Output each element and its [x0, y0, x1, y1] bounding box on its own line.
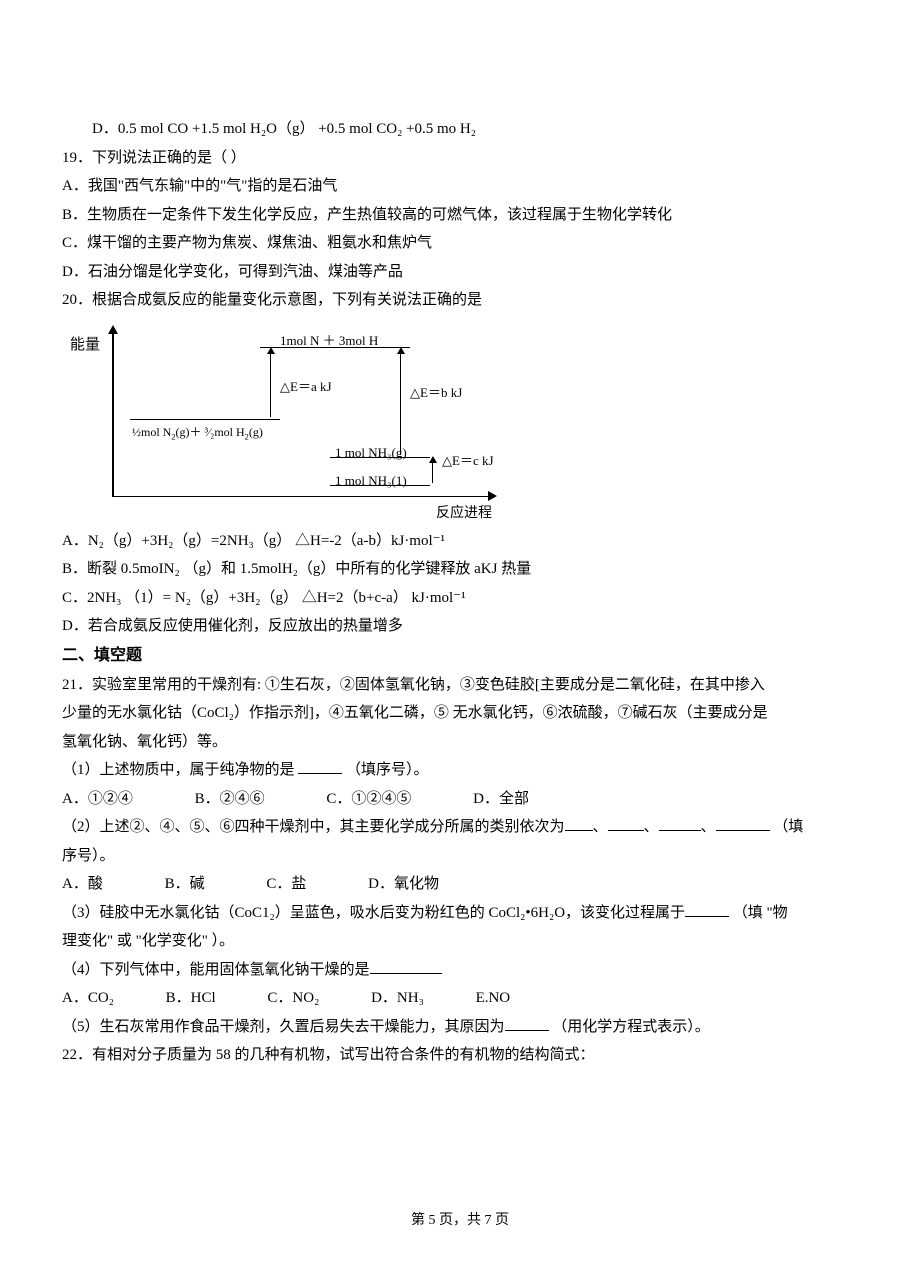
q21-p2-text: （2）上述②、④、⑤、⑥四种干燥剂中，其主要化学成分所属的类别依次为	[62, 819, 565, 835]
q21-p4-opt-c: C．NO₂	[267, 984, 319, 1013]
q21-p5-blank[interactable]	[505, 1016, 549, 1031]
q21-p5-tail: （用化学方程式表示）。	[552, 1019, 710, 1035]
q21-p4-opt-a: A．CO₂	[62, 984, 114, 1013]
q19-option-b: B．生物质在一定条件下发生化学反应，产生热值较高的可燃气体，该过程属于生物化学转…	[62, 201, 858, 230]
arrow-b	[400, 349, 401, 455]
q18-option-d: D．0.5 mol CO +1.5 mol H₂O（g） +0.5 mol CO…	[62, 115, 858, 144]
arrow-c-head-icon	[429, 456, 437, 463]
q21-p3-text: （3）硅胶中无水氯化钴（CoC1₂）呈蓝色，吸水后变为粉红色的 CoCl₂•6H…	[62, 905, 685, 921]
arrow-a	[270, 349, 271, 417]
q21-p4-opt-b: B．HCl	[166, 984, 216, 1013]
x-axis-arrow-icon	[488, 491, 497, 501]
q21-p2-tail: （填	[773, 819, 803, 835]
energy-diagram: 能量 1mol N ＋ 3mol H ½mol N2(g)＋ ³⁄₂mol H2…	[62, 321, 858, 521]
q19-option-d: D．石油分馏是化学变化，可得到汽油、煤油等产品	[62, 258, 858, 287]
q21-p2-blank4[interactable]	[716, 816, 770, 831]
q19-option-c: C．煤干馏的主要产物为焦炭、煤焦油、粗氨水和焦炉气	[62, 229, 858, 258]
q21-p1-opt-a: A．①②④	[62, 785, 133, 814]
q21-p1-options: A．①②④ B．②④⑥ C．①②④⑤ D．全部	[62, 785, 858, 814]
q21-p5: （5）生石灰常用作食品干燥剂，久置后易失去干燥能力，其原因为 （用化学方程式表示…	[62, 1013, 858, 1042]
q21-p4-options: A．CO₂ B．HCl C．NO₂ D．NH₃ E.NO	[62, 984, 858, 1013]
q21-p1-opt-c: C．①②④⑤	[326, 785, 411, 814]
q21-p2-opt-b: B．碱	[165, 870, 205, 899]
q21-p2-line1: （2）上述②、④、⑤、⑥四种干燥剂中，其主要化学成分所属的类别依次为、、、 （填	[62, 813, 858, 842]
q21-p1-text: （1）上述物质中，属于纯净物的是	[62, 762, 298, 778]
q21-p1: （1）上述物质中，属于纯净物的是 （填序号）。	[62, 756, 858, 785]
q22-stem: 22．有相对分子质量为 58 的几种有机物，试写出符合条件的有机物的结构简式：	[62, 1041, 858, 1070]
arrow-a-head-icon	[267, 347, 275, 354]
q21-p1-blank[interactable]	[298, 759, 342, 774]
x-axis	[112, 496, 492, 498]
q21-p3-tail: （填 "物	[733, 905, 788, 921]
level-mid-label: ½mol N2(g)＋ ³⁄₂mol H2(g)	[132, 421, 263, 445]
q20-option-b: B．断裂 0.5moIN₂ （g）和 1.5molH₂（g）中所有的化学键释放 …	[62, 555, 858, 584]
q21-p2-opt-d: D．氧化物	[368, 870, 439, 899]
q21-p5-text: （5）生石灰常用作食品干燥剂，久置后易失去干燥能力，其原因为	[62, 1019, 505, 1035]
q21-p1-tail: （填序号）。	[342, 762, 428, 778]
section-2-heading: 二、填空题	[62, 641, 858, 671]
level-top-label: 1mol N ＋ 3mol H	[280, 329, 378, 354]
level-nh3l-label: 1 mol NH₃(1)	[335, 469, 407, 494]
delta-e-b: △E＝b kJ	[410, 381, 462, 406]
page-footer: 第 5 页，共 7 页	[0, 1208, 920, 1235]
q21-p1-opt-b: B．②④⑥	[195, 785, 265, 814]
q20-option-d: D．若合成氨反应使用催化剂，反应放出的热量增多	[62, 612, 858, 641]
q21-p4-blank[interactable]	[370, 959, 442, 974]
q21-p2-blank1[interactable]	[565, 816, 593, 831]
q20-option-c: C．2NH₃ （1）= N₂（g）+3H₂（g） △H=2（b+c-a） kJ·…	[62, 584, 858, 613]
q21-p4: （4）下列气体中，能用固体氢氧化钠干燥的是	[62, 956, 858, 985]
q21-stem-line2: 少量的无水氯化钴（CoCl₂）作指示剂]，④五氧化二磷，⑤ 无水氯化钙，⑥浓硫酸…	[62, 699, 858, 728]
q21-p2-opt-c: C．盐	[266, 870, 306, 899]
q19-stem: 19．下列说法正确的是（ ）	[62, 144, 858, 173]
q19-option-a: A．我国"西气东输"中的"气"指的是石油气	[62, 172, 858, 201]
delta-e-a: △E＝a kJ	[280, 375, 332, 400]
x-axis-label: 反应进程	[436, 501, 492, 528]
q20-stem: 20．根据合成氨反应的能量变化示意图，下列有关说法正确的是	[62, 286, 858, 315]
q21-p2-options: A．酸 B．碱 C．盐 D．氧化物	[62, 870, 858, 899]
y-axis-label: 能量	[70, 331, 100, 360]
q21-stem-line3: 氢氧化钠、氧化钙）等。	[62, 728, 858, 757]
y-axis	[112, 331, 114, 496]
q21-p3-line2: 理变化" 或 "化学变化" ）。	[62, 927, 858, 956]
q21-p4-opt-d: D．NH₃	[371, 984, 424, 1013]
q21-p3-blank[interactable]	[685, 902, 729, 917]
q21-p2-blank3[interactable]	[659, 816, 701, 831]
q21-p4-text: （4）下列气体中，能用固体氢氧化钠干燥的是	[62, 962, 370, 978]
level-nh3g-label: 1 mol NH₃(g)	[335, 441, 407, 466]
q21-p3-line1: （3）硅胶中无水氯化钴（CoC1₂）呈蓝色，吸水后变为粉红色的 CoCl₂•6H…	[62, 899, 858, 928]
q20-option-a: A．N₂（g）+3H₂（g）=2NH₃（g） △H=-2（a-b）kJ·mol⁻…	[62, 527, 858, 556]
q21-p2-blank2[interactable]	[608, 816, 644, 831]
arrow-b-head-icon	[397, 347, 405, 354]
delta-e-c: △E＝c kJ	[442, 449, 494, 474]
q21-p2-opt-a: A．酸	[62, 870, 103, 899]
q21-p1-opt-d: D．全部	[473, 785, 529, 814]
q21-stem-line1: 21．实验室里常用的干燥剂有: ①生石灰，②固体氢氧化钠，③变色硅胶[主要成分是…	[62, 671, 858, 700]
y-axis-arrow-icon	[108, 325, 118, 334]
q21-p2-line2: 序号）。	[62, 842, 858, 871]
q21-p4-opt-e: E.NO	[476, 984, 511, 1013]
